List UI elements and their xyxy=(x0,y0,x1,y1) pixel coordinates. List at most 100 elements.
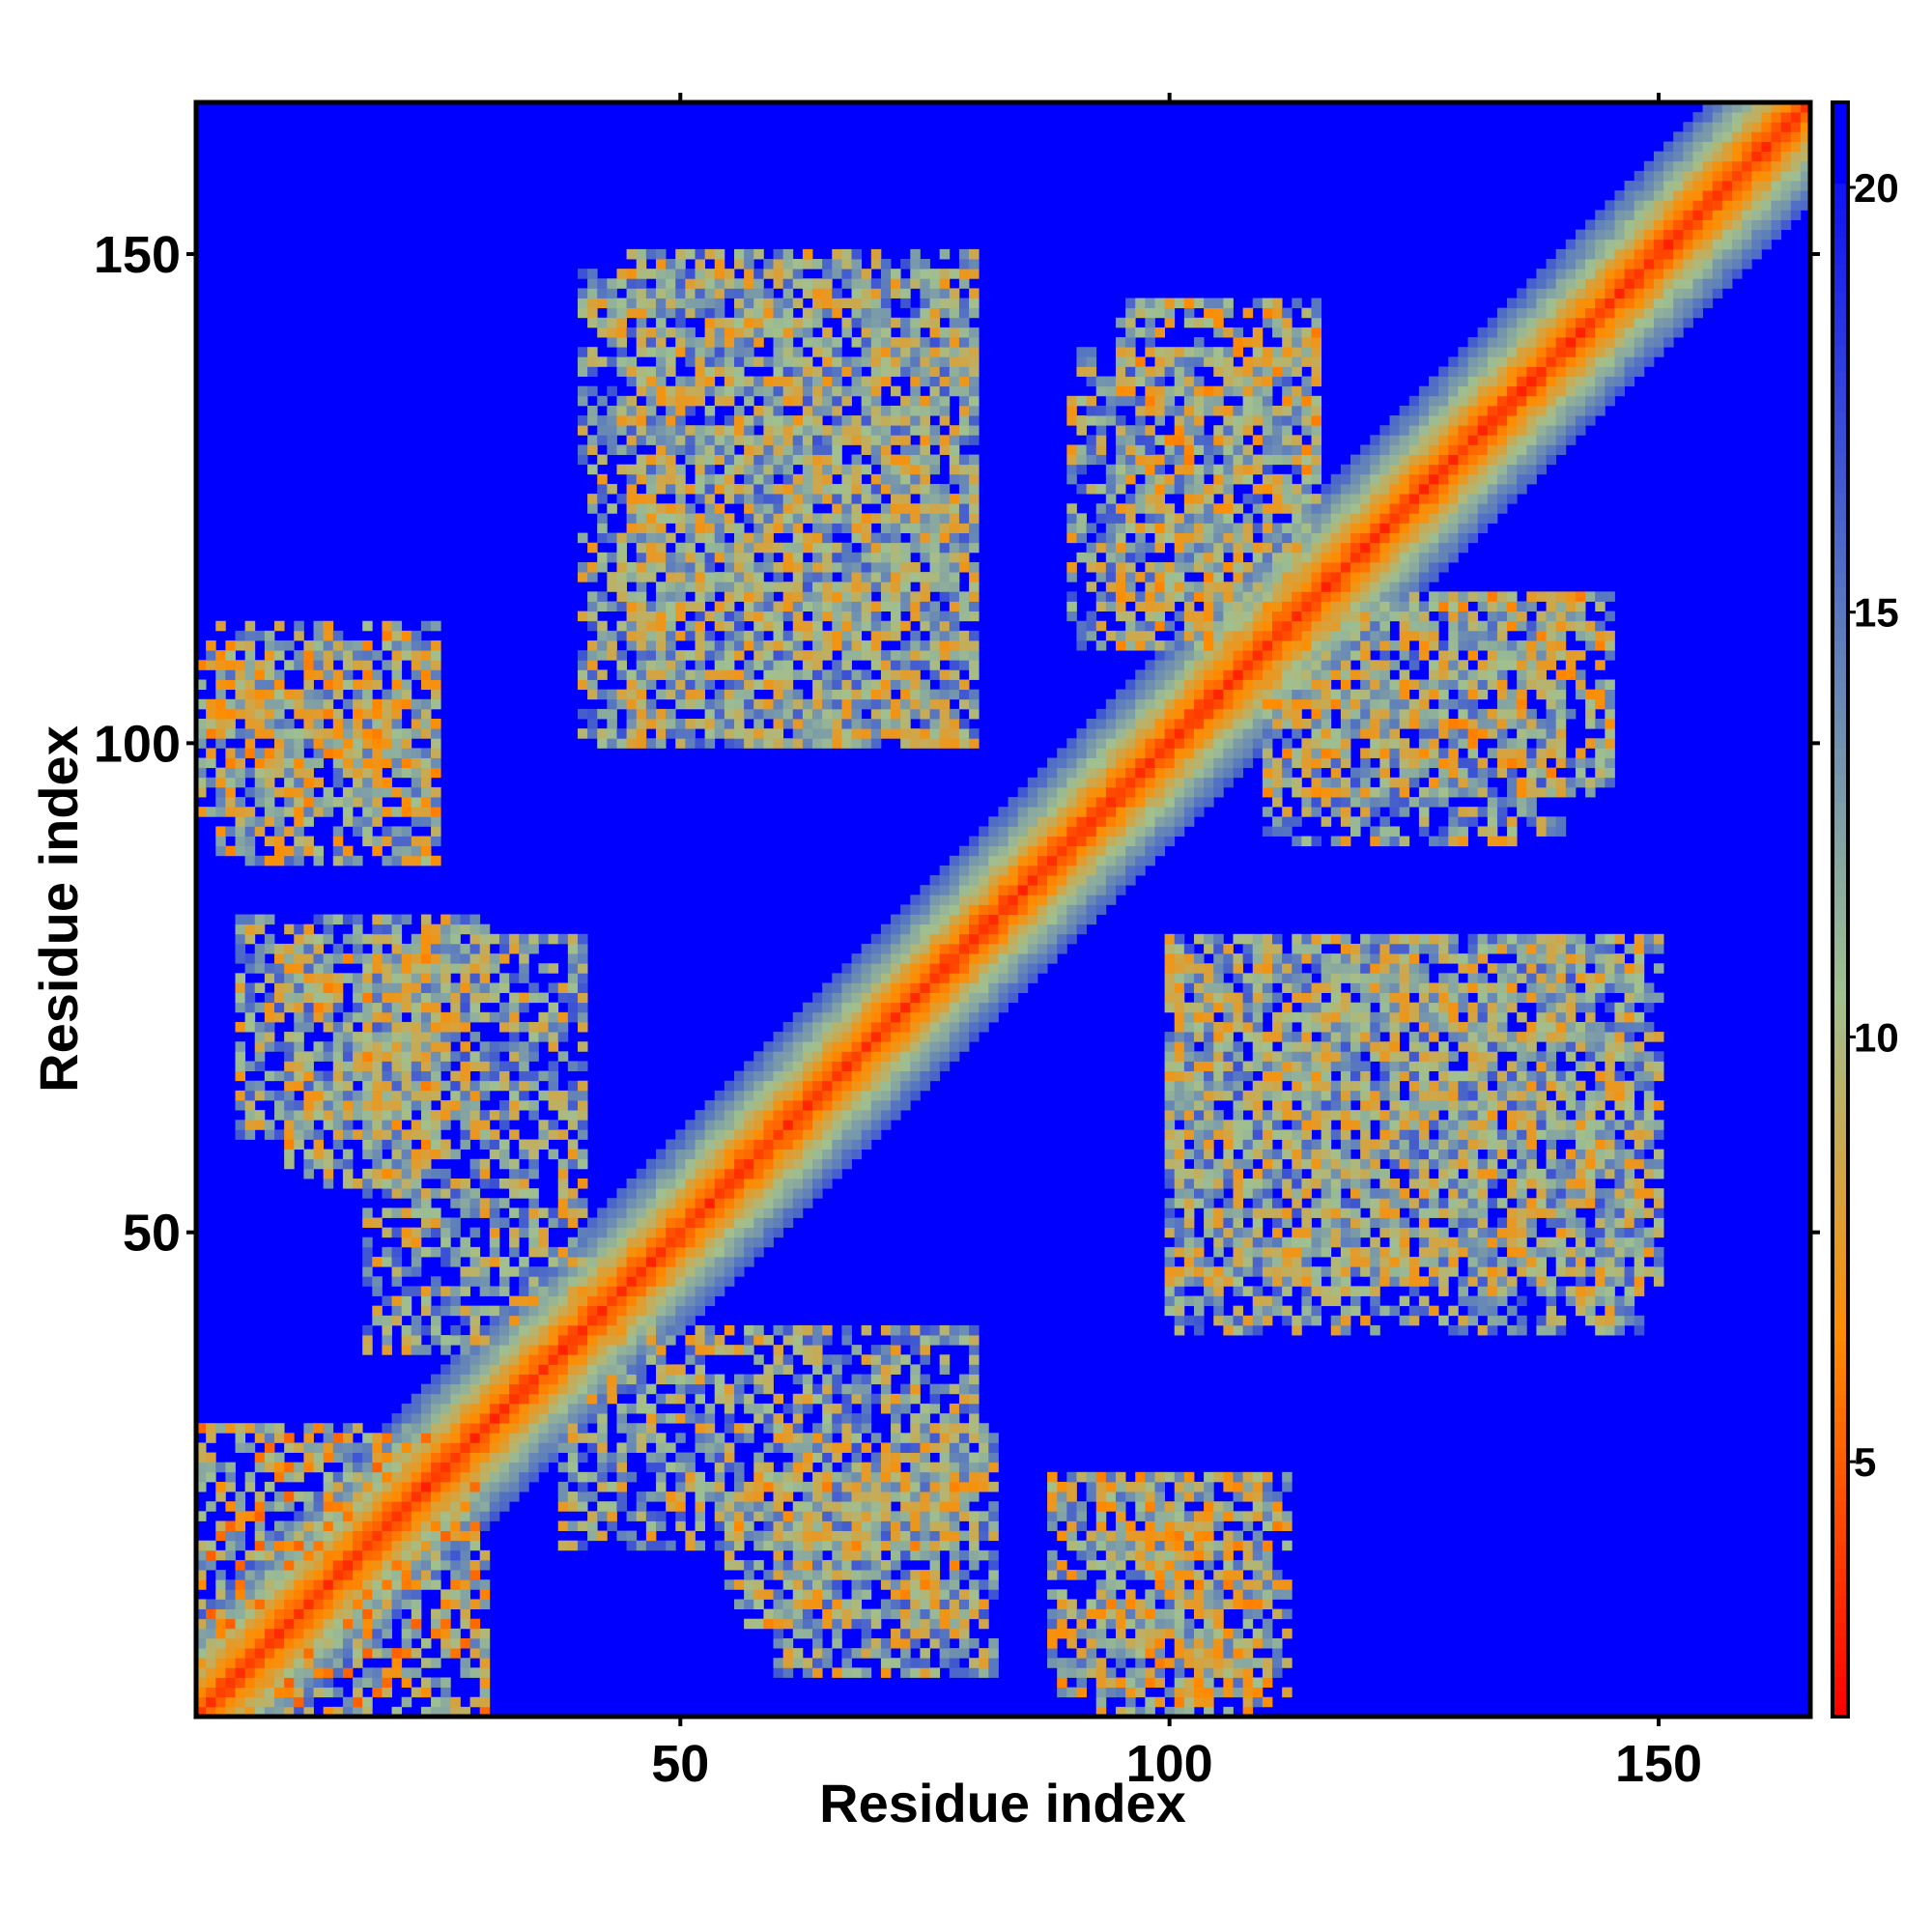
heatmap-cell xyxy=(342,1442,354,1453)
heatmap-cell xyxy=(294,1677,304,1689)
heatmap-cell xyxy=(851,523,863,533)
heatmap-cell xyxy=(636,1188,647,1199)
heatmap-cell xyxy=(695,1492,706,1502)
heatmap-cell xyxy=(773,1217,784,1229)
heatmap-cell xyxy=(469,1648,481,1659)
heatmap-cell xyxy=(655,1492,667,1502)
heatmap-cell xyxy=(284,1618,295,1630)
heatmap-cell xyxy=(645,1511,657,1521)
heatmap-cell xyxy=(782,356,794,367)
heatmap-cell xyxy=(851,366,863,377)
heatmap-cell xyxy=(235,953,246,964)
heatmap-cell xyxy=(411,1442,422,1453)
heatmap-cell xyxy=(411,943,422,954)
heatmap-cell xyxy=(528,1032,539,1042)
heatmap-cell xyxy=(215,786,226,798)
heatmap-cell xyxy=(303,933,314,945)
heatmap-cell xyxy=(577,1335,588,1346)
heatmap-cell xyxy=(744,1599,754,1609)
heatmap-cell xyxy=(479,992,491,1004)
heatmap-cell xyxy=(832,513,842,524)
heatmap-cell xyxy=(548,1345,559,1355)
heatmap-cell xyxy=(636,425,647,436)
heatmap-cell xyxy=(832,288,842,298)
heatmap-cell xyxy=(567,1315,579,1326)
heatmap-cell xyxy=(685,425,696,436)
heatmap-cell xyxy=(489,1257,500,1267)
heatmap-cell xyxy=(557,1305,569,1317)
heatmap-cell xyxy=(607,1393,617,1405)
heatmap-cell xyxy=(353,777,363,788)
heatmap-cell xyxy=(822,1393,833,1405)
heatmap-cell xyxy=(655,444,667,455)
heatmap-cell xyxy=(332,1520,344,1531)
heatmap-cell xyxy=(391,1599,403,1609)
heatmap-cell xyxy=(284,1589,295,1600)
heatmap-cell xyxy=(460,1266,470,1277)
heatmap-cell xyxy=(861,1618,872,1630)
heatmap-cell xyxy=(548,1208,559,1218)
heatmap-cell xyxy=(675,494,686,504)
heatmap-cell xyxy=(714,1462,725,1473)
heatmap-cell xyxy=(509,1374,520,1385)
heatmap-cell xyxy=(812,1570,823,1580)
heatmap-cell xyxy=(832,1129,842,1140)
heatmap-cell xyxy=(587,620,598,632)
heatmap-cell xyxy=(274,1099,285,1111)
heatmap-cell xyxy=(235,660,246,670)
heatmap-cell xyxy=(655,1179,667,1189)
heatmap-cell xyxy=(538,1442,549,1453)
heatmap-cell xyxy=(626,444,638,455)
heatmap-cell xyxy=(519,1227,529,1238)
heatmap-cell xyxy=(782,1364,794,1375)
heatmap-cell xyxy=(734,483,745,495)
heatmap-cell xyxy=(498,1217,510,1229)
heatmap-cell xyxy=(714,728,725,739)
heatmap-cell xyxy=(391,953,403,964)
heatmap-cell xyxy=(763,1471,774,1483)
heatmap-cell xyxy=(577,307,588,319)
heatmap-cell xyxy=(636,660,647,670)
heatmap-cell xyxy=(382,1002,392,1013)
heatmap-cell xyxy=(704,1481,716,1492)
heatmap-cell xyxy=(724,1139,735,1151)
heatmap-cell xyxy=(235,708,246,720)
heatmap-cell xyxy=(353,1481,363,1492)
heatmap-cell xyxy=(812,494,823,504)
heatmap-cell xyxy=(479,1511,491,1521)
heatmap-cell xyxy=(577,444,588,455)
heatmap-cell xyxy=(744,1530,754,1542)
heatmap-cell xyxy=(431,1286,441,1296)
heatmap-cell xyxy=(802,1324,813,1336)
heatmap-cell xyxy=(880,719,892,729)
heatmap-cell xyxy=(215,826,226,837)
heatmap-cell xyxy=(489,963,500,974)
heatmap-cell xyxy=(420,1383,432,1395)
heatmap-cell xyxy=(675,1501,686,1512)
heatmap-cell xyxy=(206,1462,216,1473)
heatmap-cell xyxy=(431,1393,441,1405)
heatmap-cell xyxy=(851,1090,863,1101)
heatmap-cell xyxy=(587,689,598,700)
heatmap-cell xyxy=(812,1032,823,1042)
heatmap-cell xyxy=(714,473,725,485)
heatmap-cell xyxy=(538,1315,549,1326)
heatmap-cell xyxy=(254,767,266,779)
heatmap-cell xyxy=(313,1080,325,1092)
heatmap-cell xyxy=(353,1706,363,1718)
heatmap-cell xyxy=(714,1345,725,1355)
heatmap-cell xyxy=(666,1198,676,1208)
heatmap-cell xyxy=(861,1032,872,1042)
heatmap-cell xyxy=(666,1139,676,1151)
heatmap-cell xyxy=(323,1608,334,1620)
heatmap-cell xyxy=(450,1492,461,1502)
heatmap-cell xyxy=(313,708,325,720)
heatmap-cell xyxy=(323,1589,334,1600)
heatmap-cell xyxy=(773,307,784,319)
heatmap-cell xyxy=(274,1501,285,1512)
heatmap-cell xyxy=(196,1706,207,1718)
heatmap-cell xyxy=(382,1481,392,1492)
heatmap-cell xyxy=(391,933,403,945)
heatmap-cell xyxy=(685,561,696,573)
heatmap-cell xyxy=(832,1158,842,1170)
